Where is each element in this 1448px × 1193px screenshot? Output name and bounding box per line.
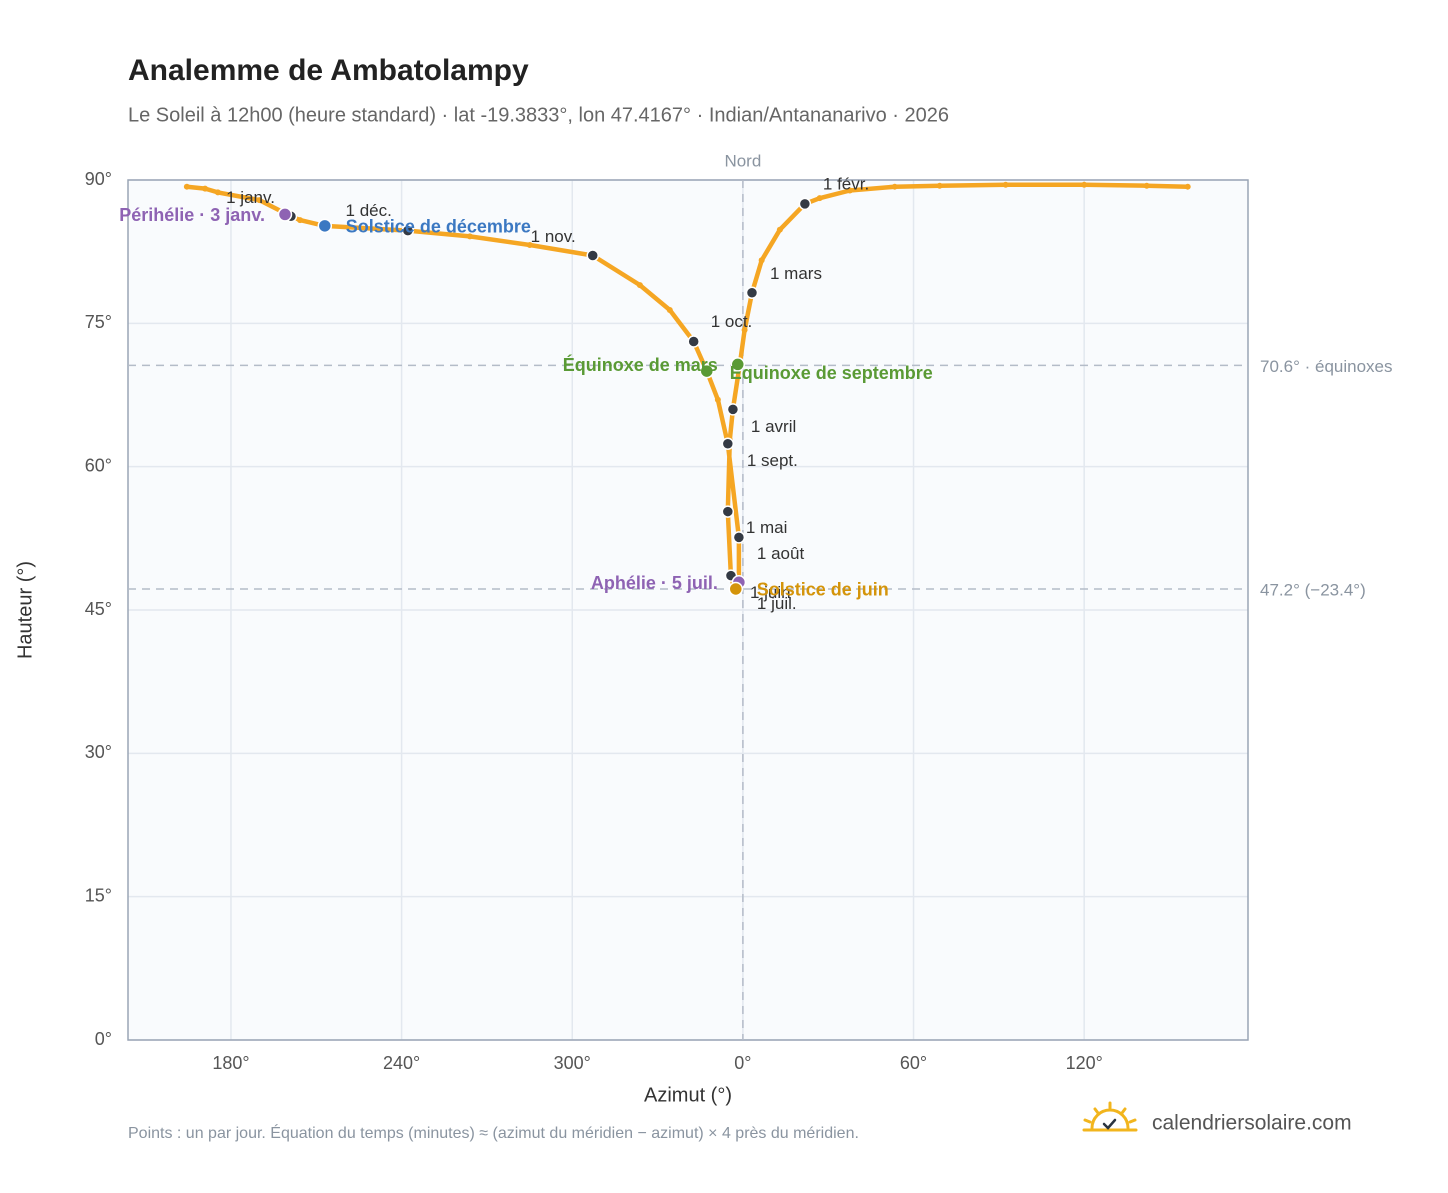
day-point: [1143, 182, 1150, 189]
day-point: [714, 396, 721, 403]
event-point: [277, 207, 293, 222]
month-point: [401, 224, 415, 237]
y-tick-label: 30°: [85, 742, 112, 762]
x-tick-label: 0°: [734, 1053, 751, 1073]
brand-name: calendriersolaire.com: [1152, 1112, 1352, 1135]
month-label: 1 oct.: [711, 312, 753, 331]
day-point: [666, 306, 673, 313]
day-point: [936, 182, 943, 189]
y-tick-label: 15°: [85, 885, 112, 905]
event-point: [730, 357, 746, 372]
month-label: 1 janv.: [226, 188, 275, 207]
month-label: 1 août: [757, 544, 805, 563]
north-label: Nord: [724, 151, 761, 170]
day-point: [1081, 181, 1088, 188]
analemma-curve: [288, 182, 1190, 591]
month-point: [687, 335, 700, 348]
day-point: [297, 217, 304, 224]
y-tick-label: 45°: [85, 599, 112, 619]
chart-subtitle: Le Soleil à 12h00 (heure standard) · lat…: [128, 104, 949, 126]
month-point: [745, 286, 759, 300]
day-point: [466, 233, 473, 240]
day-point: [526, 241, 533, 248]
event-label: Solstice de juin: [757, 580, 889, 600]
y-tick-label: 60°: [85, 455, 112, 475]
month-label: 1 févr.: [823, 174, 869, 193]
event-point: [317, 218, 333, 234]
y-tick-label: 90°: [85, 169, 112, 189]
event-point: [699, 363, 715, 379]
month-label: 1 juil.: [757, 594, 797, 613]
footnote: Points : un par jour. Équation du temps …: [128, 1123, 859, 1142]
y-axis-label: Hauteur (°): [14, 561, 36, 659]
x-tick-label: 180°: [212, 1053, 249, 1073]
day-point: [256, 197, 263, 204]
month-point: [721, 505, 735, 518]
x-tick-label: 120°: [1066, 1053, 1103, 1073]
event-label: Équinoxe de septembre: [730, 362, 933, 383]
x-tick-label: 60°: [900, 1053, 927, 1073]
day-point: [636, 282, 643, 289]
event-label: Aphélie · 5 juil.: [591, 573, 718, 593]
month-label: 1 déc.: [346, 201, 392, 220]
month-point: [586, 249, 599, 262]
month-point: [721, 437, 735, 450]
x-tick-label: 300°: [554, 1053, 591, 1073]
brand-logo: [1082, 1101, 1138, 1132]
event-label: Équinoxe de mars: [563, 354, 718, 375]
day-point: [891, 183, 898, 190]
month-label: 1 avril: [751, 417, 796, 436]
event-label: Périhélie · 3 janv.: [119, 205, 265, 225]
x-tick-label: 240°: [383, 1053, 420, 1073]
y-tick-label: 75°: [85, 312, 112, 332]
event-label: Solstice de décembre: [346, 217, 531, 237]
month-label: 1 nov.: [531, 227, 576, 246]
event-point: [728, 581, 744, 597]
day-point: [741, 327, 748, 334]
day-point: [202, 185, 209, 192]
month-label: 1 mai: [746, 518, 788, 537]
day-point: [183, 183, 190, 190]
day-point: [1184, 183, 1191, 190]
plot-border: [127, 179, 1249, 1041]
month-label: 1 sept.: [747, 451, 798, 470]
day-point: [214, 189, 221, 196]
month-label: 1 mars: [770, 264, 822, 283]
month-label: 1 juin: [750, 583, 791, 602]
day-point: [758, 257, 765, 264]
chart-title: Analemme de Ambatolampy: [128, 54, 529, 87]
reference-label: 70.6° · équinoxes: [1260, 357, 1393, 376]
day-point: [846, 187, 853, 194]
month-point: [732, 531, 746, 544]
month-point: [726, 403, 740, 416]
day-point: [1002, 181, 1009, 188]
day-point: [816, 195, 823, 202]
day-point: [776, 226, 783, 233]
x-axis-label: Azimut (°): [644, 1084, 732, 1106]
y-tick-label: 0°: [95, 1029, 112, 1049]
reference-label: 47.2° (−23.4°): [1260, 580, 1366, 599]
month-point: [798, 197, 812, 211]
